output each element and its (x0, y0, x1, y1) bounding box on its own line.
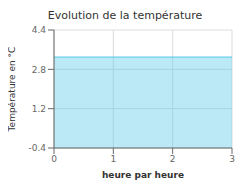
svg-text:4.4: 4.4 (32, 25, 47, 35)
html-text:Evolution de la température: Evolution de la température (47, 9, 203, 22)
svg-text:heure par heure: heure par heure (102, 170, 184, 180)
svg-text:0: 0 (51, 154, 57, 164)
svg-text:2: 2 (170, 154, 176, 164)
svg-text:3: 3 (229, 154, 235, 164)
svg-text:1.2: 1.2 (32, 104, 46, 114)
svg-text:-0.4: -0.4 (28, 143, 46, 153)
svg-text:Température en °C: Température en °C (8, 47, 17, 133)
svg-text:2.8: 2.8 (32, 65, 47, 75)
svg-text:1: 1 (110, 154, 116, 164)
